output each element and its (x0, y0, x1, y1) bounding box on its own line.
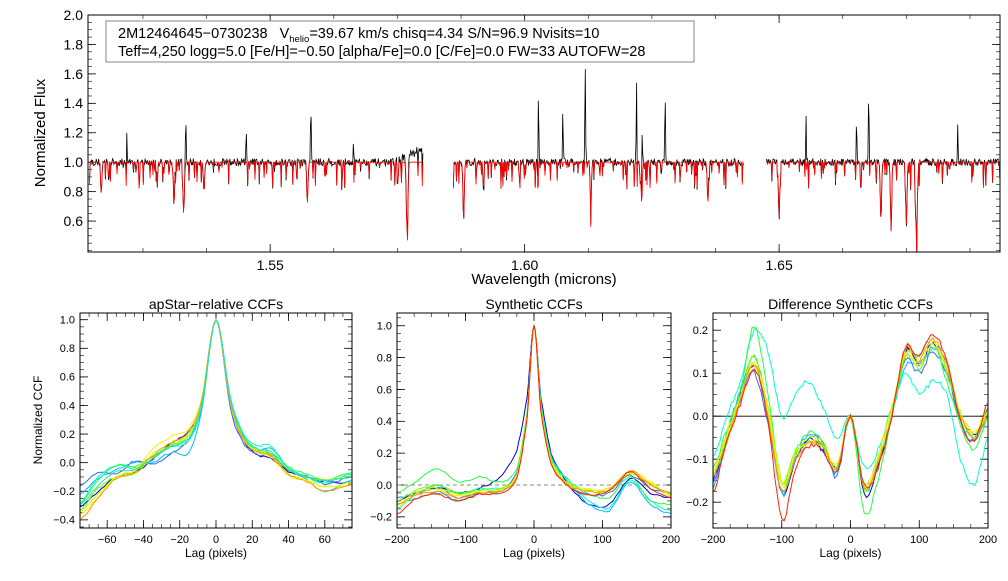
x-axis-label: Wavelength (microns) (471, 271, 616, 288)
x-tick-label: −60 (98, 534, 117, 546)
x-tick-label: 100 (593, 534, 611, 546)
x-tick-label: 0 (213, 534, 219, 546)
ccf-series-line-4 (713, 327, 988, 487)
annotation-line-1: 2M12464645−0730238 Vhelio=39.67 km/s chis… (118, 26, 600, 45)
x-tick-label: −100 (453, 534, 478, 546)
synthetic-ccf-panel: −200 −100 0 100 200 −0.2 0.0 0.2 0.4 0.6 0.8 1.0 Syn… (370, 296, 680, 560)
ccf-series-line-3 (80, 318, 352, 495)
y-tick-label: 0.6 (64, 213, 84, 229)
x-tick-label: 100 (910, 534, 928, 546)
x-tick-label: 200 (979, 534, 997, 546)
y-tick-label: 0.4 (377, 416, 392, 428)
x-tick-label: 60 (319, 534, 331, 546)
ccf-series-line-4 (397, 325, 671, 511)
x-tick-label: 1.55 (257, 257, 284, 273)
x-tick-label: −100 (769, 534, 794, 546)
model-spectrum-line (766, 161, 1000, 252)
y-tick-label: −0.2 (686, 497, 708, 509)
y-tick-label: 1.4 (64, 95, 84, 111)
x-tick-label: −200 (385, 534, 410, 546)
x-tick-label: 200 (662, 534, 680, 546)
annotation-frame (105, 20, 695, 63)
ccf-series-line-8 (80, 318, 352, 516)
ccf-series-line-9 (397, 325, 671, 505)
panel-title: Synthetic CCFs (485, 296, 582, 312)
y-axis-label: Normalized Flux (32, 78, 49, 187)
y-tick-label: 1.0 (64, 154, 84, 170)
panel-title: apStar−relative CCFs (149, 296, 283, 312)
x-tick-label: 1.65 (766, 257, 793, 273)
vhelio-subscript: helio (289, 34, 309, 45)
panel-title: Difference Synthetic CCFs (768, 296, 933, 312)
y-tick-label: 0.2 (60, 429, 75, 441)
y-tick-label: 0.1 (693, 368, 708, 380)
x-tick-label: 20 (246, 534, 258, 546)
model-spectrum-line (89, 160, 424, 241)
vhelio-symbol: V (280, 26, 290, 42)
observed-spectrum-line (89, 116, 424, 233)
x-tick-label: 0 (531, 534, 537, 546)
x-tick-label: 0 (847, 534, 853, 546)
y-tick-label: 1.0 (60, 315, 75, 327)
annotation-line-2: Teff=4,250 logg=5.0 [Fe/H]=−0.50 [alpha/… (118, 44, 645, 60)
y-tick-label: 0.2 (377, 448, 392, 460)
x-tick-label: 1.60 (511, 257, 538, 273)
y-tick-label: −0.4 (53, 515, 75, 527)
y-tick-label: 0.0 (60, 458, 75, 470)
x-axis-label: Lag (pixels) (185, 546, 247, 560)
spectrum-panel: 1.55 1.60 1.65 0.6 0.8 1.0 1.2 1.4 1.6 1.8 2.0 Wave… (32, 7, 1001, 288)
ccf-series-line-10 (713, 334, 988, 522)
y-tick-label: 0.6 (377, 384, 392, 396)
plot-frame (712, 312, 989, 529)
y-tick-label: −0.1 (686, 454, 708, 466)
info-annotation-box: 2M12464645−0730238 Vhelio=39.67 km/s chis… (105, 20, 695, 63)
x-axis-label: Lag (pixels) (503, 546, 565, 560)
y-tick-label: −0.2 (370, 512, 392, 524)
observed-spectrum-line (766, 103, 1000, 252)
ccf-series-line-10 (397, 325, 671, 515)
observed-spectrum-line (453, 69, 744, 225)
object-id: 2M12464645−0730238 (118, 26, 268, 42)
y-tick-label: 1.2 (64, 125, 84, 141)
y-tick-label: 0.0 (693, 411, 708, 423)
plot-frame (79, 312, 353, 529)
plot-frame (396, 312, 672, 529)
ccf-series-line-10 (80, 318, 352, 506)
y-tick-label: 0.8 (64, 184, 84, 200)
y-tick-label: 0.8 (60, 343, 75, 355)
annotation-values: =39.67 km/s chisq=4.34 S/N=96.9 Nvisits=… (309, 26, 599, 42)
difference-ccf-panel: −200 −100 0 100 200 −0.2 −0.1 0.0 0.1 0.2 Differen… (686, 296, 997, 560)
ccf-series-line-9 (713, 337, 988, 493)
x-tick-label: −20 (170, 534, 189, 546)
y-tick-label: 1.0 (377, 321, 392, 333)
y-tick-label: 1.8 (64, 36, 84, 52)
y-tick-label: −0.2 (53, 486, 75, 498)
y-tick-label: 0.4 (60, 400, 75, 412)
ccf-series-line-9 (80, 318, 352, 521)
y-tick-label: 0.2 (693, 325, 708, 337)
apstar-ccf-panel: −60 −40 −20 0 20 40 60 −0.4 −0.2 0.0 0.2 0.4 0.6 0.8 1… (31, 296, 353, 560)
plot-frame (87, 14, 1001, 253)
x-tick-label: 40 (282, 534, 294, 546)
ccf-series-line-2 (80, 318, 352, 487)
model-spectrum-line (453, 160, 744, 227)
x-tick-label: −200 (701, 534, 726, 546)
y-tick-label: 2.0 (64, 7, 84, 23)
x-tick-label: −40 (134, 534, 153, 546)
y-tick-label: 0.0 (377, 480, 392, 492)
y-tick-label: 0.8 (377, 352, 392, 364)
y-axis-label: Normalized CCF (31, 376, 45, 465)
y-tick-label: 0.6 (60, 372, 75, 384)
y-tick-label: 1.6 (64, 66, 84, 82)
x-axis-label: Lag (pixels) (819, 546, 881, 560)
